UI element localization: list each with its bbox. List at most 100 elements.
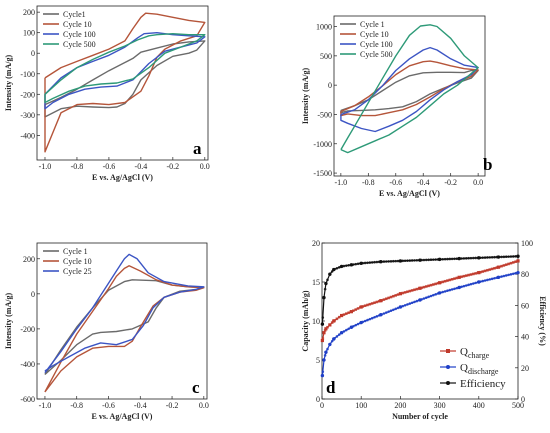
y-tick-label: -400 (20, 360, 35, 369)
series-line-2 (340, 46, 479, 133)
data-point (356, 262, 360, 266)
data-point (488, 278, 492, 281)
data-point (474, 256, 477, 260)
legend-entry: Qcharge (460, 346, 490, 360)
data-point (361, 261, 365, 265)
y2-tick-label: 80 (521, 270, 529, 279)
data-point (479, 280, 482, 283)
data-point (399, 259, 402, 263)
data-point (394, 307, 397, 311)
y-tick-label: 5 (316, 356, 320, 365)
data-point (481, 270, 485, 273)
data-point (370, 261, 374, 264)
data-point (326, 278, 329, 282)
data-point (340, 331, 343, 335)
data-point (488, 256, 492, 259)
y-tick-label: 1000 (316, 23, 332, 32)
data-point (347, 263, 350, 267)
data-point (328, 323, 332, 327)
data-point (373, 260, 376, 264)
data-point (511, 255, 515, 258)
x-axis-label: E vs. Ag/AgCl (V) (92, 412, 153, 421)
x-tick-label: 100 (355, 401, 367, 410)
data-point (420, 286, 423, 290)
data-point (486, 278, 489, 282)
data-point (460, 257, 463, 260)
y-tick-label: -1500 (313, 169, 332, 178)
data-point (410, 301, 414, 305)
y2-tick-label: 0 (521, 395, 525, 404)
data-point (356, 307, 360, 310)
data-point (366, 261, 369, 265)
data-point (373, 301, 376, 305)
y-tick-label: 20 (312, 239, 320, 248)
data-point (359, 321, 362, 325)
data-point (363, 319, 367, 323)
data-point (382, 298, 386, 301)
data-point (337, 266, 341, 269)
data-point (401, 291, 405, 295)
y-axis-label: Capacity (mAh/g) (301, 290, 310, 351)
series-line-2 (44, 32, 206, 110)
data-point (434, 293, 437, 296)
data-point (328, 343, 332, 346)
data-point (366, 318, 369, 322)
data-point (504, 255, 508, 259)
data-point (377, 260, 381, 264)
x-tick-label: -0.6 (103, 162, 116, 171)
data-point (443, 257, 447, 261)
y-tick-label: -300 (20, 111, 35, 120)
x-tick-label: -1.0 (335, 178, 348, 187)
data-point (321, 337, 325, 340)
data-point (349, 310, 353, 314)
data-point (392, 259, 395, 263)
y-tick-label: 0 (328, 81, 332, 90)
data-point (373, 315, 376, 319)
data-point (320, 322, 325, 326)
chart-panel-a: -1.0 -0.8 -0.6 -0.4 -0.2 0.0 -400 -300 -200 -100 0… (4, 5, 210, 182)
data-point (392, 308, 395, 312)
data-point (328, 272, 332, 276)
x-tick-label: -0.6 (102, 401, 115, 410)
data-point (330, 321, 334, 324)
data-point (424, 285, 428, 288)
data-point (490, 255, 494, 259)
x-tick-label: 0 (320, 401, 324, 410)
data-point (422, 297, 426, 300)
data-point (387, 296, 390, 300)
data-point (406, 290, 409, 294)
legend-entry: Cycle 100 (360, 40, 393, 49)
data-point (415, 299, 419, 303)
y-tick-label: 500 (320, 52, 332, 61)
x-tick-label: -0.8 (362, 178, 375, 187)
panel-label: d (326, 378, 336, 397)
data-point (375, 260, 379, 264)
x-tick-label: -1.0 (39, 162, 52, 171)
y-tick-label: 0 (31, 49, 35, 58)
data-point (490, 267, 494, 271)
x-tick-label: -0.4 (135, 162, 148, 171)
data-point (497, 255, 501, 259)
data-point (488, 268, 492, 271)
y-tick-label: 0 (316, 395, 320, 404)
data-point (324, 281, 328, 286)
data-point (363, 261, 367, 265)
data-point (406, 303, 409, 306)
data-point (396, 259, 400, 263)
data-point (377, 314, 381, 317)
legend-subscript: charge (468, 351, 490, 360)
legend-entry: Cycle 25 (63, 267, 92, 276)
data-point (509, 255, 513, 258)
data-point (408, 289, 412, 293)
data-point (342, 330, 346, 333)
x-axis-label: Number of cycle (392, 412, 448, 421)
legend-marker (446, 349, 450, 353)
data-point (432, 293, 435, 297)
y-tick-label: 10 (312, 317, 320, 326)
data-point (514, 260, 517, 263)
data-point (320, 373, 325, 378)
chart-panel-d: 0 100 200 300 400 50005101520020406080100Numb… (301, 239, 547, 421)
chart-panel-b: -1.0 -0.8 -0.6 -0.4 -0.2 0.0 -1500 -1000 -500 0 50… (301, 15, 492, 198)
y-tick-label: -400 (20, 131, 35, 140)
data-point (476, 271, 480, 275)
